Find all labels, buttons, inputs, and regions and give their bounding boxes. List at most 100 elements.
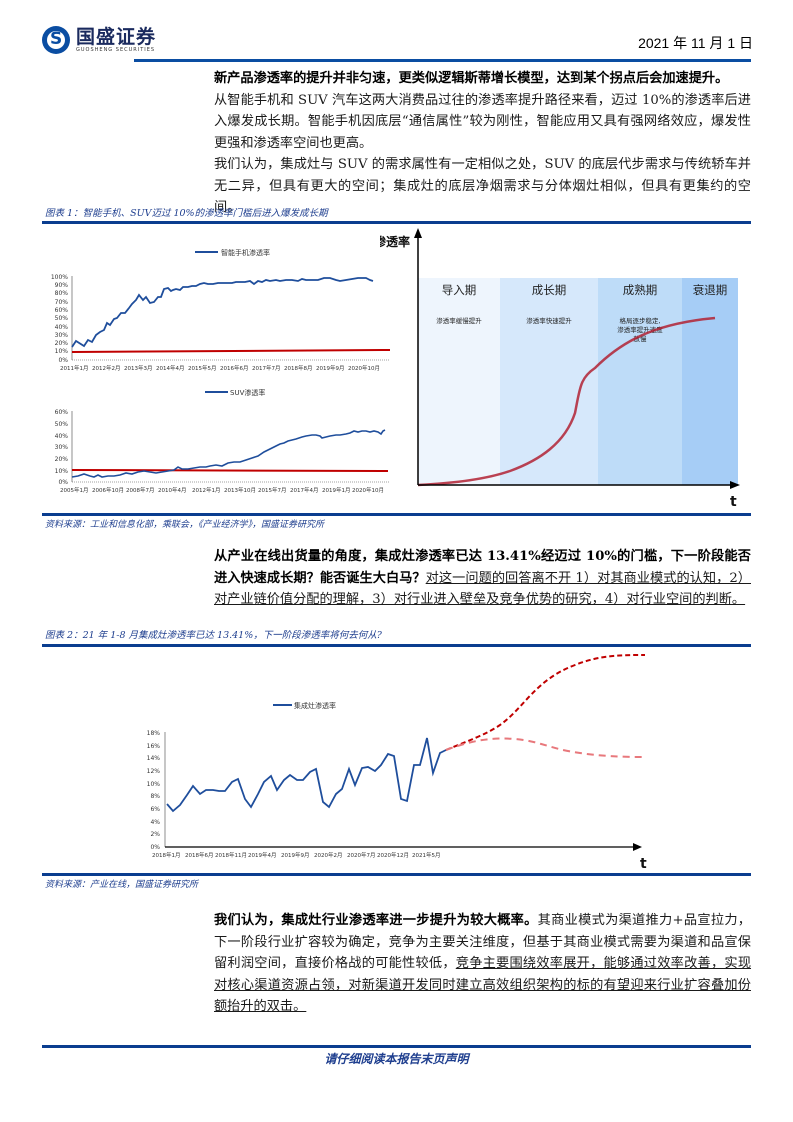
svg-text:40%: 40% xyxy=(55,324,69,331)
svg-text:70%: 70% xyxy=(55,299,69,306)
svg-text:SUV渗透率: SUV渗透率 xyxy=(230,388,265,397)
svg-text:20%: 20% xyxy=(55,340,69,347)
svg-text:2020年10月: 2020年10月 xyxy=(348,364,380,372)
intro-section: 新产品渗透率的提升并非匀速，更类似逻辑斯蒂增长模型，达到某个拐点后会加速提升。 … xyxy=(214,68,751,219)
figure-1-top-rule xyxy=(42,221,751,224)
svg-text:10%: 10% xyxy=(147,781,161,788)
figure-2-source: 资料来源：产业在线，国盛证券研究所 xyxy=(45,880,199,890)
figure-1-source: 资料来源：工业和信息化部，乘联会，《产业经济学》，国盛证券研究所 xyxy=(45,520,325,530)
footer-divider xyxy=(42,1045,751,1048)
footer-disclaimer-note: 请仔细阅读本报告末页声明 xyxy=(324,1052,469,1066)
svg-text:渗透率快速提升: 渗透率快速提升 xyxy=(526,316,572,325)
logo-mark-icon xyxy=(42,26,70,54)
svg-text:t: t xyxy=(730,494,737,510)
svg-text:20%: 20% xyxy=(55,456,69,463)
figure-1-bottom-rule xyxy=(42,513,751,516)
svg-text:2020年2月: 2020年2月 xyxy=(314,851,343,859)
svg-text:2018年11月: 2018年11月 xyxy=(215,851,247,859)
svg-text:2019年4月: 2019年4月 xyxy=(248,851,277,859)
section-2-text: 从产业在线出货量的角度，集成灶渗透率已达 13.41%经迈过 10%的门槛，下一… xyxy=(214,546,751,611)
svg-text:2018年6月: 2018年6月 xyxy=(185,851,214,859)
logo-name-cn: 国盛证券 xyxy=(76,26,157,48)
svg-text:10%: 10% xyxy=(55,468,69,475)
svg-text:成长期: 成长期 xyxy=(532,283,567,297)
svg-text:放慢: 放慢 xyxy=(634,334,648,343)
svg-text:2%: 2% xyxy=(150,831,160,838)
section-2-bold-lead: 从产业在线出货量的角度，集成灶渗透率已达 13.41%经迈过 10%的门槛，下一… xyxy=(214,549,751,586)
svg-text:2015年5月: 2015年5月 xyxy=(188,364,217,372)
svg-text:0%: 0% xyxy=(58,357,68,364)
section-2-underlined: 对这一问题的回答离不开 1）对其商业模式的认知，2）对产业链价值分配的理解，3）… xyxy=(214,570,751,608)
svg-text:6%: 6% xyxy=(150,806,160,813)
conclusion-bold-lead: 我们认为，集成灶行业渗透率进一步提升为较大概率。 xyxy=(214,913,538,928)
svg-text:集成灶渗透率: 集成灶渗透率 xyxy=(294,701,336,710)
company-logo: 国盛证券 GUOSHENG SECURITIES xyxy=(42,22,212,58)
svg-text:2018年1月: 2018年1月 xyxy=(152,851,181,859)
svg-text:t: t xyxy=(640,856,647,870)
svg-text:4%: 4% xyxy=(150,819,160,826)
svg-text:14%: 14% xyxy=(147,755,161,762)
svg-text:成熟期: 成熟期 xyxy=(623,283,658,297)
intro-paragraph-1: 从智能手机和 SUV 汽车这两大消费品过往的渗透率提升路径来看，迈过 10%的渗… xyxy=(214,92,751,151)
svg-text:2012年1月: 2012年1月 xyxy=(192,486,221,494)
svg-text:0%: 0% xyxy=(58,479,68,486)
header-divider xyxy=(134,59,751,62)
svg-text:2013年3月: 2013年3月 xyxy=(124,364,153,372)
svg-text:2021年5月: 2021年5月 xyxy=(412,851,441,859)
svg-text:0%: 0% xyxy=(150,844,160,851)
svg-text:2018年8月: 2018年8月 xyxy=(284,364,313,372)
svg-text:2011年1月: 2011年1月 xyxy=(60,364,89,372)
svg-text:50%: 50% xyxy=(55,315,69,322)
svg-text:渗透率提升速度: 渗透率提升速度 xyxy=(617,325,663,334)
svg-text:2012年2月: 2012年2月 xyxy=(92,364,121,372)
svg-text:90%: 90% xyxy=(55,282,69,289)
svg-text:18%: 18% xyxy=(147,730,161,737)
intro-paragraph-2: 我们认为，集成灶与 SUV 的需求属性有一定相似之处，SUV 的底层代步需求与传… xyxy=(214,157,751,215)
smartphone-penetration-chart: 智能手机渗透率 100%90%80% 70%60%50% 40%30%20% 1… xyxy=(51,248,391,372)
svg-text:衰退期: 衰退期 xyxy=(693,283,728,297)
logo-name-en: GUOSHENG SECURITIES xyxy=(76,47,156,53)
conclusion-underlined: 竞争主要围绕效率展开，能够通过效率改善，实现对核心渠道资源占领，对新渠道开发同时… xyxy=(214,956,752,1014)
svg-text:60%: 60% xyxy=(55,307,69,314)
svg-text:2010年4月: 2010年4月 xyxy=(158,486,187,494)
svg-text:2014年4月: 2014年4月 xyxy=(156,364,185,372)
svg-text:16%: 16% xyxy=(147,743,161,750)
svg-text:2017年4月: 2017年4月 xyxy=(290,486,319,494)
figure-2-bottom-rule xyxy=(42,873,751,876)
svg-text:2015年7月: 2015年7月 xyxy=(258,486,287,494)
svg-text:100%: 100% xyxy=(51,274,68,281)
svg-text:导入期: 导入期 xyxy=(442,283,477,297)
conclusion-plain: 其商业模式为渠道推力+品宣拉力，下一阶段行业扩容较为确定，竞争为主要关注维度，但… xyxy=(214,913,751,971)
svg-text:2008年7月: 2008年7月 xyxy=(126,486,155,494)
svg-text:10%: 10% xyxy=(55,348,69,355)
svg-text:30%: 30% xyxy=(55,332,69,339)
integrated-stove-penetration-chart: 集成灶渗透率 18% 16% 14% 12% 10% 8% 6% 4% 2% 0% 2018年… xyxy=(147,654,647,870)
svg-text:2016年6月: 2016年6月 xyxy=(220,364,249,372)
svg-text:60%: 60% xyxy=(55,409,69,416)
figure-2-title: 图表 2：21 年 1-8 月集成灶渗透率已达 13.41%，下一阶段渗透率将何… xyxy=(45,630,382,641)
svg-text:2017年7月: 2017年7月 xyxy=(252,364,281,372)
svg-text:智能手机渗透率: 智能手机渗透率 xyxy=(221,248,270,257)
svg-text:2020年7月: 2020年7月 xyxy=(347,851,376,859)
suv-penetration-chart: SUV渗透率 60% 50% 40% 30% 20% 10% 0% 2005年1月 2006… xyxy=(55,388,390,494)
svg-text:格局逐步稳定,: 格局逐步稳定, xyxy=(619,316,660,325)
intro-bold-lead: 新产品渗透率的提升并非匀速，更类似逻辑斯蒂增长模型，达到某个拐点后会加速提升。 xyxy=(214,71,729,86)
report-date: 2021 年 11 月 1 日 xyxy=(638,35,753,51)
svg-text:2005年1月: 2005年1月 xyxy=(60,486,89,494)
svg-text:30%: 30% xyxy=(55,444,69,451)
svg-text:2013年10月: 2013年10月 xyxy=(224,486,256,494)
conclusion-text: 我们认为，集成灶行业渗透率进一步提升为较大概率。其商业模式为渠道推力+品宣拉力，… xyxy=(214,910,751,1018)
svg-text:12%: 12% xyxy=(147,768,161,775)
svg-text:渗透率: 渗透率 xyxy=(380,234,410,249)
figure-1-title: 图表 1：智能手机、SUV迈过 10%的渗透率门槛后进入爆发成长期 xyxy=(45,208,328,219)
lifecycle-diagram: 渗透率 导入期 成长期 成熟期 衰退期 渗透率缓慢提升 渗透率快速提升 格局逐步稳定,… xyxy=(380,228,740,510)
svg-text:渗透率缓慢提升: 渗透率缓慢提升 xyxy=(436,316,482,325)
svg-text:2020年12月: 2020年12月 xyxy=(377,851,409,859)
svg-text:2006年10月: 2006年10月 xyxy=(92,486,124,494)
svg-text:40%: 40% xyxy=(55,433,69,440)
svg-text:50%: 50% xyxy=(55,421,69,428)
svg-text:2019年1月: 2019年1月 xyxy=(322,486,351,494)
svg-text:2019年9月: 2019年9月 xyxy=(316,364,345,372)
svg-text:8%: 8% xyxy=(150,793,160,800)
svg-text:80%: 80% xyxy=(55,290,69,297)
